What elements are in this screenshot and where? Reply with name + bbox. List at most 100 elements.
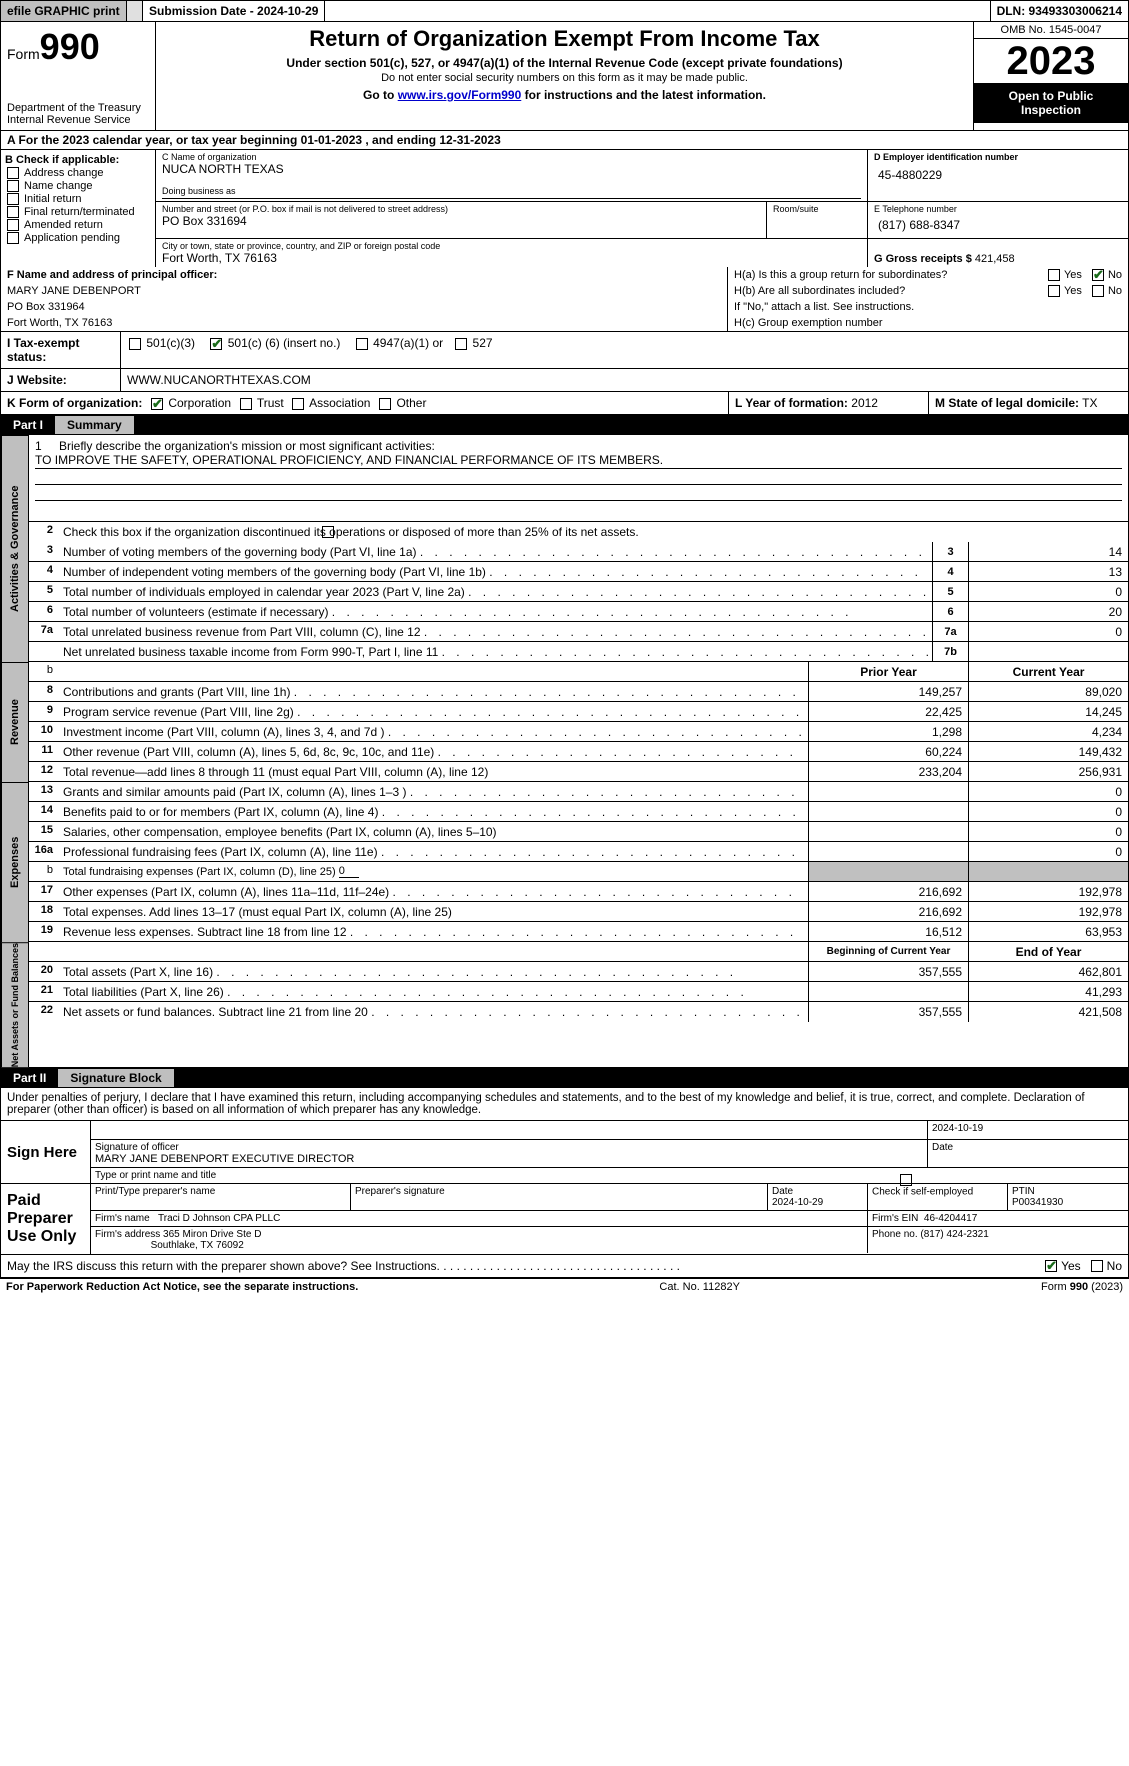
chk-line2[interactable] (322, 526, 334, 538)
e16-current: 0 (968, 842, 1128, 861)
form-subtitle-1: Under section 501(c), 527, or 4947(a)(1)… (164, 56, 965, 70)
chk-association[interactable] (292, 398, 304, 410)
e15-prior (808, 822, 968, 841)
e13-prior (808, 782, 968, 801)
telephone-cell: E Telephone number (817) 688-8347 (868, 202, 1128, 238)
e19-current: 63,953 (968, 922, 1128, 941)
efile-label: efile GRAPHIC print (1, 1, 127, 21)
e19-prior: 16,512 (808, 922, 968, 941)
line-1: 1Briefly describe the organization's mis… (29, 435, 1128, 522)
vlabel-governance: Activities & Governance (1, 435, 29, 662)
val-7b (968, 642, 1128, 661)
irs-link[interactable]: www.irs.gov/Form990 (398, 88, 522, 102)
r10-current: 4,234 (968, 722, 1128, 741)
klm-row: K Form of organization: Corporation Trus… (0, 392, 1129, 415)
dept-treasury: Department of the Treasury (7, 102, 149, 114)
box-h: H(a) Is this a group return for subordin… (728, 267, 1128, 331)
form-number: Form990 (7, 26, 149, 68)
form-subtitle-2: Do not enter social security numbers on … (164, 72, 965, 84)
e16b-prior (808, 862, 968, 881)
val-5: 0 (968, 582, 1128, 601)
page-footer: For Paperwork Reduction Act Notice, see … (0, 1278, 1129, 1295)
firm-addr2: Southlake, TX 76092 (151, 1240, 244, 1251)
ha-yes[interactable]: Yes (1046, 269, 1082, 281)
line-7b: Net unrelated business taxable income fr… (59, 642, 932, 661)
line-14: Benefits paid to or for members (Part IX… (59, 802, 808, 821)
r10-prior: 1,298 (808, 722, 968, 741)
line-15: Salaries, other compensation, employee b… (59, 822, 808, 841)
part2-header: Part II Signature Block (0, 1068, 1129, 1088)
part1-header: Part I Summary (0, 415, 1129, 435)
chk-527[interactable] (455, 338, 467, 350)
box-f: F Name and address of principal officer:… (1, 267, 728, 331)
chk-corporation[interactable] (151, 398, 163, 410)
mission-text: TO IMPROVE THE SAFETY, OPERATIONAL PROFI… (35, 453, 1122, 469)
box-m: M State of legal domicile: TX (928, 392, 1128, 414)
chk-initial-return[interactable]: Initial return (5, 193, 151, 205)
line-17: Other expenses (Part IX, column (A), lin… (59, 882, 808, 901)
part2-num: Part II (1, 1069, 58, 1087)
footer-left: For Paperwork Reduction Act Notice, see … (6, 1281, 358, 1293)
ha-no[interactable]: No (1090, 269, 1122, 281)
discuss-yes[interactable]: Yes (1043, 1259, 1081, 1273)
r9-prior: 22,425 (808, 702, 968, 721)
line-7a: Total unrelated business revenue from Pa… (59, 622, 932, 641)
n20-prior: 357,555 (808, 962, 968, 981)
officer-signature: MARY JANE DEBENPORT EXECUTIVE DIRECTOR (95, 1153, 923, 1165)
line-4: Number of independent voting members of … (59, 562, 932, 581)
netassets-section: Net Assets or Fund Balances Beginning of… (0, 942, 1129, 1068)
box-k: K Form of organization: Corporation Trus… (1, 392, 728, 414)
chk-501c[interactable] (210, 338, 222, 350)
vlabel-netassets: Net Assets or Fund Balances (1, 942, 29, 1067)
irs-label: Internal Revenue Service (7, 114, 149, 126)
chk-trust[interactable] (240, 398, 252, 410)
tax-exempt-row: I Tax-exempt status: 501(c)(3) 501(c) (6… (0, 332, 1129, 369)
line-18: Total expenses. Add lines 13–17 (must eq… (59, 902, 808, 921)
vlabel-expenses: Expenses (1, 782, 29, 942)
website-value: WWW.NUCANORTHTEXAS.COM (121, 369, 1128, 391)
line-22: Net assets or fund balances. Subtract li… (59, 1002, 808, 1022)
hc-label: H(c) Group exemption number (728, 315, 1128, 331)
chk-address-change[interactable]: Address change (5, 167, 151, 179)
hb-yes[interactable]: Yes (1046, 285, 1082, 297)
sig-date1: 2024-10-19 (928, 1121, 1128, 1139)
r12-prior: 233,204 (808, 762, 968, 781)
open-inspection: Open to Public Inspection (974, 83, 1128, 123)
submission-date: Submission Date - 2024-10-29 (143, 1, 325, 21)
date-label: Date (928, 1140, 1128, 1167)
val-6: 20 (968, 602, 1128, 621)
website-row: J Website: WWW.NUCANORTHTEXAS.COM (0, 369, 1129, 392)
print-button[interactable] (127, 1, 143, 21)
chk-self-employed[interactable] (900, 1174, 912, 1186)
chk-4947[interactable] (356, 338, 368, 350)
chk-final-return[interactable]: Final return/terminated (5, 206, 151, 218)
revenue-section: Revenue bPrior YearCurrent Year 8Contrib… (0, 662, 1129, 782)
header-left: Form990 Department of the Treasury Inter… (1, 22, 156, 130)
line-11: Other revenue (Part VIII, column (A), li… (59, 742, 808, 761)
top-bar: efile GRAPHIC print Submission Date - 20… (0, 0, 1129, 22)
website-label: J Website: (1, 369, 121, 391)
line-5: Total number of individuals employed in … (59, 582, 932, 601)
hb-no[interactable]: No (1090, 285, 1122, 297)
form-subtitle-3: Go to www.irs.gov/Form990 for instructio… (164, 88, 965, 102)
prep-name-label: Print/Type preparer's name (91, 1184, 351, 1210)
gross-receipts-cell: G Gross receipts $ 421,458 (868, 239, 1128, 267)
officer-addr1: PO Box 331964 (1, 299, 727, 315)
box-cd: C Name of organization NUCA NORTH TEXAS … (156, 150, 1128, 267)
chk-name-change[interactable]: Name change (5, 180, 151, 192)
discuss-no[interactable]: No (1089, 1259, 1122, 1273)
box-b: B Check if applicable: Address change Na… (1, 150, 156, 267)
line-13: Grants and similar amounts paid (Part IX… (59, 782, 808, 801)
governance-section: Activities & Governance 1Briefly describ… (0, 435, 1129, 662)
r11-current: 149,432 (968, 742, 1128, 761)
chk-501c3[interactable] (129, 338, 141, 350)
chk-amended-return[interactable]: Amended return (5, 219, 151, 231)
city-cell: City or town, state or province, country… (156, 239, 868, 267)
header-mid: Return of Organization Exempt From Incom… (156, 22, 973, 130)
chk-application-pending[interactable]: Application pending (5, 232, 151, 244)
firm-phone: (817) 424-2321 (920, 1229, 988, 1240)
line-6: Total number of volunteers (estimate if … (59, 602, 932, 621)
footer-mid: Cat. No. 11282Y (659, 1281, 740, 1293)
line-21: Total liabilities (Part X, line 26) . . … (59, 982, 808, 1001)
chk-other[interactable] (379, 398, 391, 410)
